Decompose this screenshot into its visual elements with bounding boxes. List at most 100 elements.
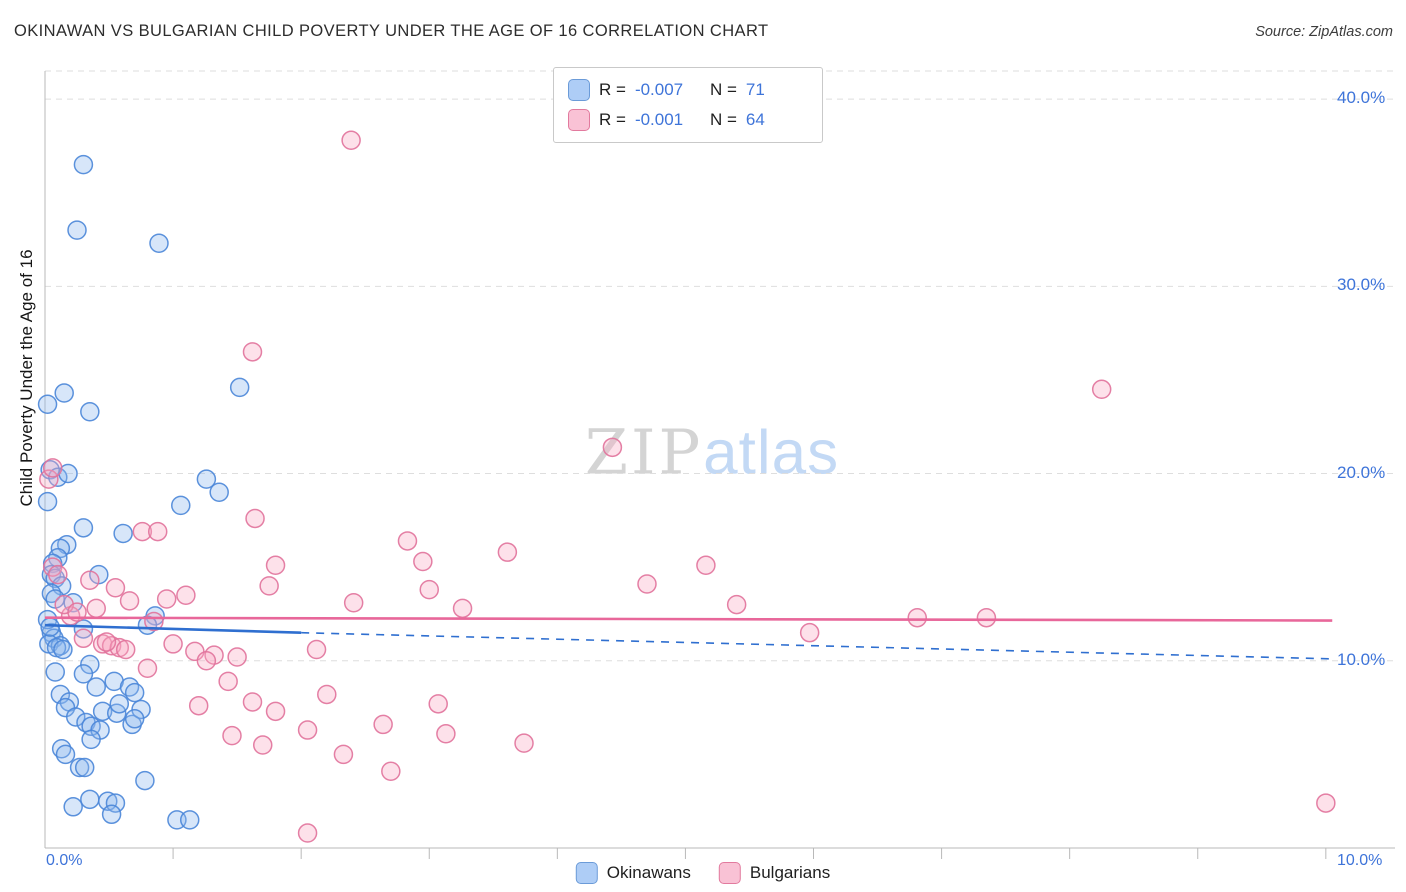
bulgarians-point[interactable] (137, 658, 158, 679)
y-axis-tick-label: 30.0% (1337, 275, 1386, 295)
bulgarians-point[interactable] (333, 744, 354, 765)
bulgarians-point[interactable] (297, 823, 318, 843)
okinawans-point[interactable] (171, 495, 191, 516)
okinawans-point[interactable] (37, 394, 58, 415)
bulgarians-point[interactable] (343, 592, 364, 613)
bulgarians-point[interactable] (196, 651, 217, 671)
bulgarians-point[interactable] (317, 684, 337, 705)
okinawans-point[interactable] (37, 491, 58, 512)
bulgarians-point[interactable] (156, 589, 177, 609)
bulgarians-point[interactable] (252, 735, 273, 755)
bulgarians-point[interactable] (907, 607, 927, 628)
bulgarians-point[interactable] (297, 720, 318, 740)
okinawans-point[interactable] (80, 402, 100, 422)
bulgarians-point[interactable] (381, 761, 401, 781)
bulgarians-point[interactable] (86, 598, 106, 619)
okinawans-point[interactable] (113, 523, 133, 544)
okinawans-point[interactable] (73, 518, 94, 538)
okinawans-point[interactable] (73, 664, 94, 684)
bulgarians-point[interactable] (96, 632, 117, 652)
okinawans-point[interactable] (149, 233, 169, 254)
bulgarians-point[interactable] (976, 607, 997, 628)
okinawans-point[interactable] (67, 220, 87, 240)
page-title: OKINAWAN VS BULGARIAN CHILD POVERTY UNDE… (14, 22, 769, 40)
bulgarians-point[interactable] (413, 551, 433, 572)
n-label: N = (709, 110, 737, 129)
bulgarians-point[interactable] (115, 639, 136, 660)
okinawans-trendline (44, 623, 302, 634)
okinawans-point[interactable] (101, 804, 122, 825)
bulgarians-point[interactable] (452, 598, 473, 619)
okinawans-point[interactable] (73, 154, 94, 175)
bulgarians-point[interactable] (436, 724, 456, 744)
okinawans-point[interactable] (179, 810, 200, 830)
bulgarians-point[interactable] (163, 634, 183, 654)
bulgarians-point[interactable] (188, 695, 209, 716)
bulgarians-point[interactable] (176, 585, 196, 605)
bulgarians-point[interactable] (39, 469, 59, 489)
okinawans-point[interactable] (105, 793, 126, 813)
bulgarians-point[interactable] (428, 694, 448, 714)
okinawans-point[interactable] (81, 729, 101, 750)
bulgarians-point[interactable] (222, 725, 242, 746)
bulgarians-point[interactable] (1316, 793, 1336, 813)
okinawans-point[interactable] (92, 701, 113, 722)
okinawans-point[interactable] (40, 617, 60, 637)
bulgarians-point[interactable] (373, 714, 393, 735)
okinawans-point[interactable] (37, 609, 58, 630)
bulgarians-point[interactable] (265, 555, 286, 576)
bulgarians-point[interactable] (132, 521, 153, 542)
okinawans-point[interactable] (55, 744, 76, 765)
bulgarians-point[interactable] (419, 579, 440, 600)
bulgarians-point[interactable] (637, 574, 657, 594)
legend-item-bulgarians: Bulgarians (718, 862, 831, 884)
bulgarians-point[interactable] (48, 564, 68, 585)
bulgarians-point[interactable] (245, 508, 265, 529)
bulgarians-point[interactable] (497, 542, 518, 562)
bulgarians-point[interactable] (514, 733, 534, 753)
bulgarians-point[interactable] (1091, 379, 1112, 400)
bulgarians-point[interactable] (726, 594, 747, 615)
okinawans-point[interactable] (74, 757, 95, 778)
bulgarians-point[interactable] (80, 570, 100, 591)
okinawans-point[interactable] (53, 639, 73, 660)
bulgarians-point[interactable] (73, 628, 94, 649)
bulgarians-point[interactable] (696, 555, 716, 576)
bulgarians-point[interactable] (259, 576, 279, 596)
okinawans-point[interactable] (86, 677, 106, 697)
r-value: -0.001 (634, 110, 684, 129)
bulgarians-point[interactable] (602, 437, 623, 458)
bulgarians-point[interactable] (242, 342, 263, 362)
n-value: 64 (745, 110, 765, 129)
bulgarians-point[interactable] (147, 521, 168, 542)
source-label: Source: ZipAtlas.com (1255, 24, 1393, 40)
okinawans-point[interactable] (135, 770, 155, 791)
bulgarians-point[interactable] (265, 701, 286, 722)
okinawans-point[interactable] (209, 482, 229, 503)
bulgarians-point[interactable] (105, 578, 126, 598)
okinawans-point[interactable] (54, 383, 74, 403)
bulgarians-point[interactable] (218, 671, 238, 692)
okinawans-point[interactable] (63, 797, 83, 817)
okinawans-point[interactable] (80, 789, 100, 810)
bulgarians-point[interactable] (799, 622, 820, 643)
y-axis-tick-label: 10.0% (1337, 649, 1386, 669)
bulgarians-point[interactable] (306, 639, 327, 660)
okinawans-point[interactable] (69, 757, 90, 778)
bulgarians-point[interactable] (42, 458, 63, 478)
okinawans-point[interactable] (229, 377, 250, 398)
bulgarians-point[interactable] (119, 591, 140, 611)
bulgarians-point[interactable] (242, 692, 263, 712)
bulgarians-point[interactable] (227, 647, 247, 667)
legend-item-label: Bulgarians (749, 863, 831, 882)
okinawans-point[interactable] (196, 469, 217, 489)
watermark-atlas: atlas (703, 418, 840, 488)
bulgarians-point[interactable] (341, 130, 361, 151)
okinawans-point[interactable] (65, 707, 86, 727)
bulgarians-point[interactable] (397, 531, 418, 551)
okinawans-point[interactable] (109, 694, 130, 714)
okinawans-point[interactable] (45, 662, 65, 682)
correlation-legend: R = -0.007 N = 71 R = -0.001 N = 64 (553, 67, 823, 143)
okinawans-point[interactable] (124, 682, 145, 703)
okinawans-point[interactable] (124, 709, 145, 729)
